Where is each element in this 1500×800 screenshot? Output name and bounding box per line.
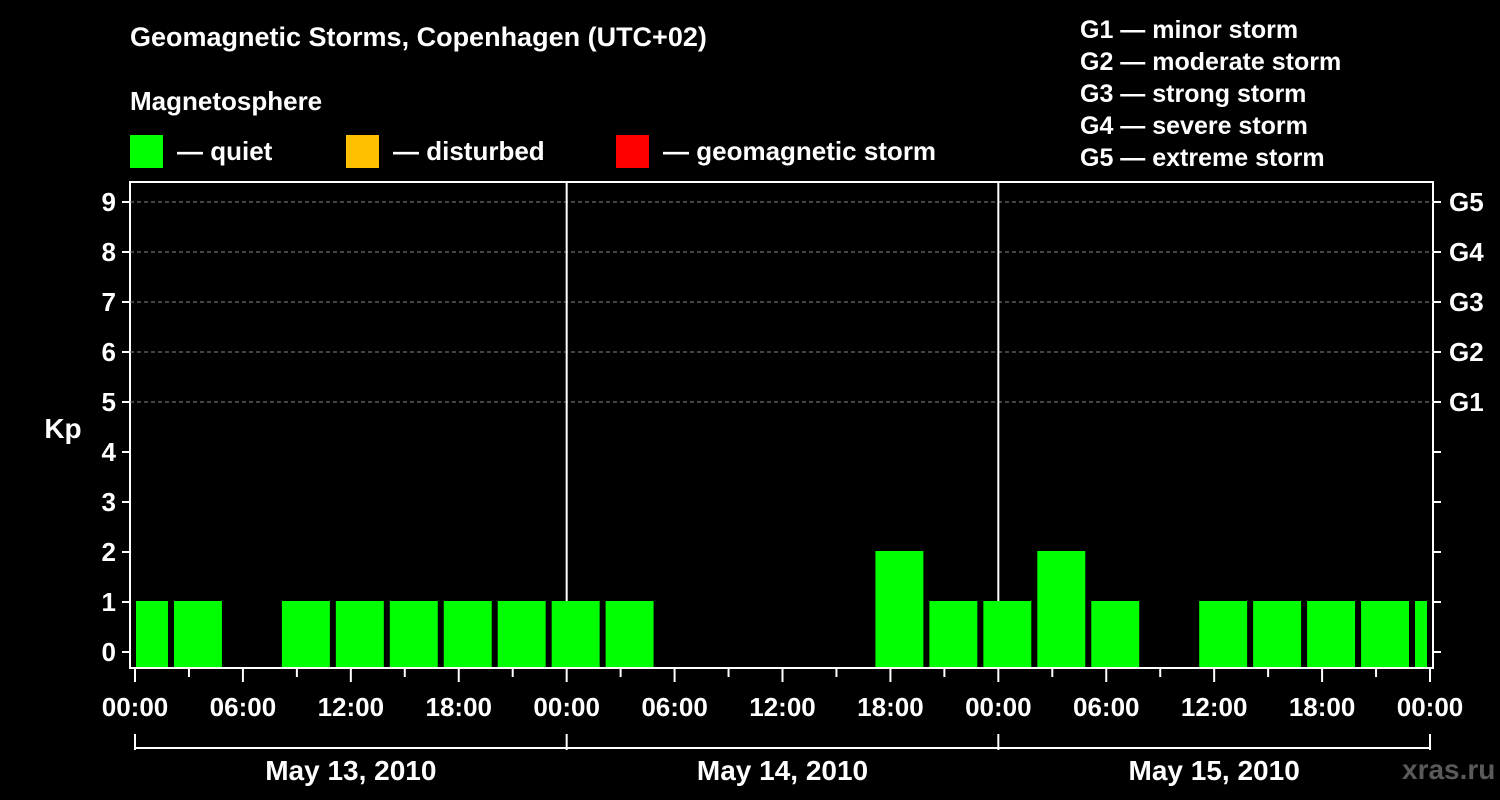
kp-bar xyxy=(1037,551,1086,667)
y-tick-label: 0 xyxy=(102,637,116,667)
y-tick-label: 1 xyxy=(102,587,116,617)
kp-bar xyxy=(281,601,330,667)
legend-heading: Magnetosphere xyxy=(130,86,323,116)
x-tick-label: 00:00 xyxy=(533,692,600,722)
kp-bar xyxy=(136,601,168,667)
kp-bar xyxy=(1253,601,1302,667)
day-label: May 13, 2010 xyxy=(265,755,436,786)
x-tick-label: 18:00 xyxy=(426,692,493,722)
legend-disturbed: — disturbed xyxy=(346,134,545,168)
kp-bar xyxy=(929,601,978,667)
y-tick-label: 4 xyxy=(102,437,117,467)
y-tick-label: 7 xyxy=(102,287,116,317)
storm-scale-g5: G5 — extreme storm xyxy=(1080,144,1325,172)
kp-bar xyxy=(605,601,654,667)
legend-quiet: — quiet xyxy=(130,134,272,168)
kp-bar xyxy=(335,601,384,667)
y-tick-label: 2 xyxy=(102,537,116,567)
kp-bar xyxy=(551,601,600,667)
disturbed-swatch xyxy=(346,134,379,168)
x-tick-label: 00:00 xyxy=(965,692,1032,722)
g-level-label: G5 xyxy=(1449,187,1484,217)
storm-scale-g2: G2 — moderate storm xyxy=(1080,48,1342,76)
y-tick-label: 3 xyxy=(102,487,116,517)
watermark: xras.ru xyxy=(1402,754,1496,785)
storm-scale-list: G1 — minor storm G2 — moderate storm G3 … xyxy=(1080,14,1341,174)
x-tick-label: 06:00 xyxy=(1073,692,1140,722)
storm-swatch xyxy=(616,134,649,168)
x-tick-label: 00:00 xyxy=(102,692,169,722)
kp-bar xyxy=(1199,601,1248,667)
g-level-label: G4 xyxy=(1449,237,1484,267)
x-tick-label: 12:00 xyxy=(1181,692,1248,722)
y-tick-label: 5 xyxy=(102,387,116,417)
legend-storm-label: — geomagnetic storm xyxy=(663,135,937,166)
x-tick-label: 12:00 xyxy=(749,692,816,722)
plot-frame xyxy=(129,181,1434,669)
kp-bar xyxy=(173,601,222,667)
kp-bar xyxy=(1415,601,1427,667)
day-label: May 15, 2010 xyxy=(1129,755,1300,786)
x-tick-label: 06:00 xyxy=(210,692,277,722)
x-tick-label: 12:00 xyxy=(318,692,385,722)
legend-quiet-label: — quiet xyxy=(177,135,273,166)
kp-bar xyxy=(443,601,492,667)
storm-scale-g3: G3 — strong storm xyxy=(1080,80,1307,108)
g-level-label: G3 xyxy=(1449,287,1484,317)
storm-scale-g1: G1 — minor storm xyxy=(1080,16,1299,44)
day-label: May 14, 2010 xyxy=(697,755,868,786)
g-level-label: G1 xyxy=(1449,387,1484,417)
kp-bar xyxy=(1307,601,1356,667)
x-tick-label: 00:00 xyxy=(1397,692,1464,722)
y-tick-label: 6 xyxy=(102,337,116,367)
kp-bar xyxy=(875,551,924,667)
kp-bar xyxy=(1091,601,1140,667)
kp-bar xyxy=(389,601,438,667)
kp-bar xyxy=(497,601,546,667)
kp-bar xyxy=(1361,601,1410,667)
storm-scale-g4: G4 — severe storm xyxy=(1080,112,1308,140)
legend-disturbed-label: — disturbed xyxy=(393,135,545,166)
y-tick-label: 8 xyxy=(102,237,116,267)
g-level-label: G2 xyxy=(1449,337,1484,367)
legend-storm: — geomagnetic storm xyxy=(616,134,936,168)
quiet-swatch xyxy=(130,134,163,168)
x-tick-label: 18:00 xyxy=(1289,692,1356,722)
x-tick-label: 18:00 xyxy=(857,692,924,722)
y-axis-label: Kp xyxy=(44,413,81,444)
y-tick-label: 9 xyxy=(102,187,116,217)
kp-bar xyxy=(983,601,1032,667)
x-tick-label: 06:00 xyxy=(641,692,708,722)
chart-title: Geomagnetic Storms, Copenhagen (UTC+02) xyxy=(130,22,707,52)
